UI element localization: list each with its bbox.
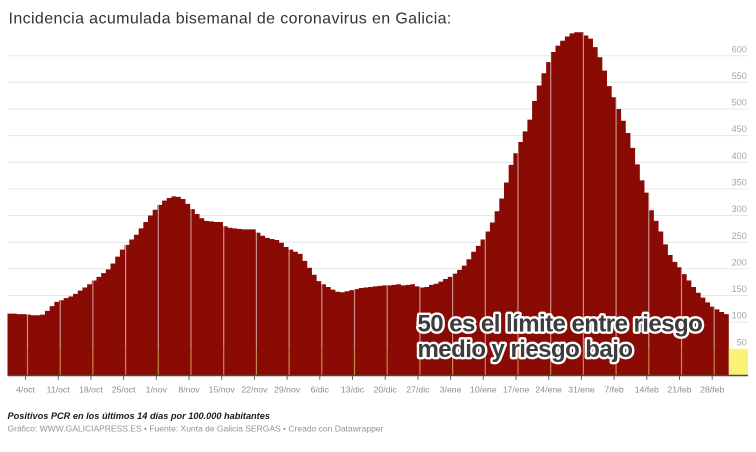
svg-text:50: 50 [737,337,747,347]
svg-text:Positivos PCR en los últimos 1: Positivos PCR en los últimos 14 días por… [8,411,270,421]
svg-text:500: 500 [732,98,747,108]
svg-text:4/oct: 4/oct [16,384,35,394]
svg-text:3/ene: 3/ene [440,384,462,394]
svg-text:18/oct: 18/oct [79,384,103,394]
svg-text:29/nov: 29/nov [274,384,301,394]
svg-text:100: 100 [732,311,747,321]
svg-text:1/nov: 1/nov [146,384,168,394]
svg-text:300: 300 [732,204,747,214]
svg-text:250: 250 [732,231,747,241]
svg-text:400: 400 [732,151,747,161]
svg-text:20/dic: 20/dic [374,384,398,394]
svg-text:24/ene: 24/ene [535,384,562,394]
svg-text:14/feb: 14/feb [635,384,659,394]
svg-text:17/ene: 17/ene [503,384,530,394]
svg-text:450: 450 [732,124,747,134]
svg-text:medio y riesgo bajo: medio y riesgo bajo [418,336,633,363]
svg-text:21/feb: 21/feb [667,384,691,394]
svg-text:50 es el límite entre riesgo: 50 es el límite entre riesgo [418,311,703,338]
svg-text:200: 200 [732,257,747,267]
svg-text:13/dic: 13/dic [341,384,365,394]
svg-text:550: 550 [732,71,747,81]
svg-text:150: 150 [732,284,747,294]
svg-text:28/feb: 28/feb [700,384,724,394]
svg-text:Gráfico: WWW.GALICIAPRESS.ES •: Gráfico: WWW.GALICIAPRESS.ES • Fuente: X… [8,424,384,434]
svg-text:7/feb: 7/feb [604,384,623,394]
svg-text:22/nov: 22/nov [241,384,268,394]
svg-text:11/oct: 11/oct [47,384,71,394]
svg-text:27/dic: 27/dic [406,384,430,394]
svg-text:15/nov: 15/nov [209,384,236,394]
svg-text:Incidencia acumulada bisemanal: Incidencia acumulada bisemanal de corona… [9,10,452,27]
svg-text:25/oct: 25/oct [112,384,136,394]
svg-text:31/ene: 31/ene [568,384,595,394]
svg-text:600: 600 [732,44,747,54]
svg-text:10/ene: 10/ene [470,384,497,394]
svg-text:350: 350 [732,178,747,188]
svg-text:8/nov: 8/nov [178,384,200,394]
svg-text:6/dic: 6/dic [311,384,330,394]
